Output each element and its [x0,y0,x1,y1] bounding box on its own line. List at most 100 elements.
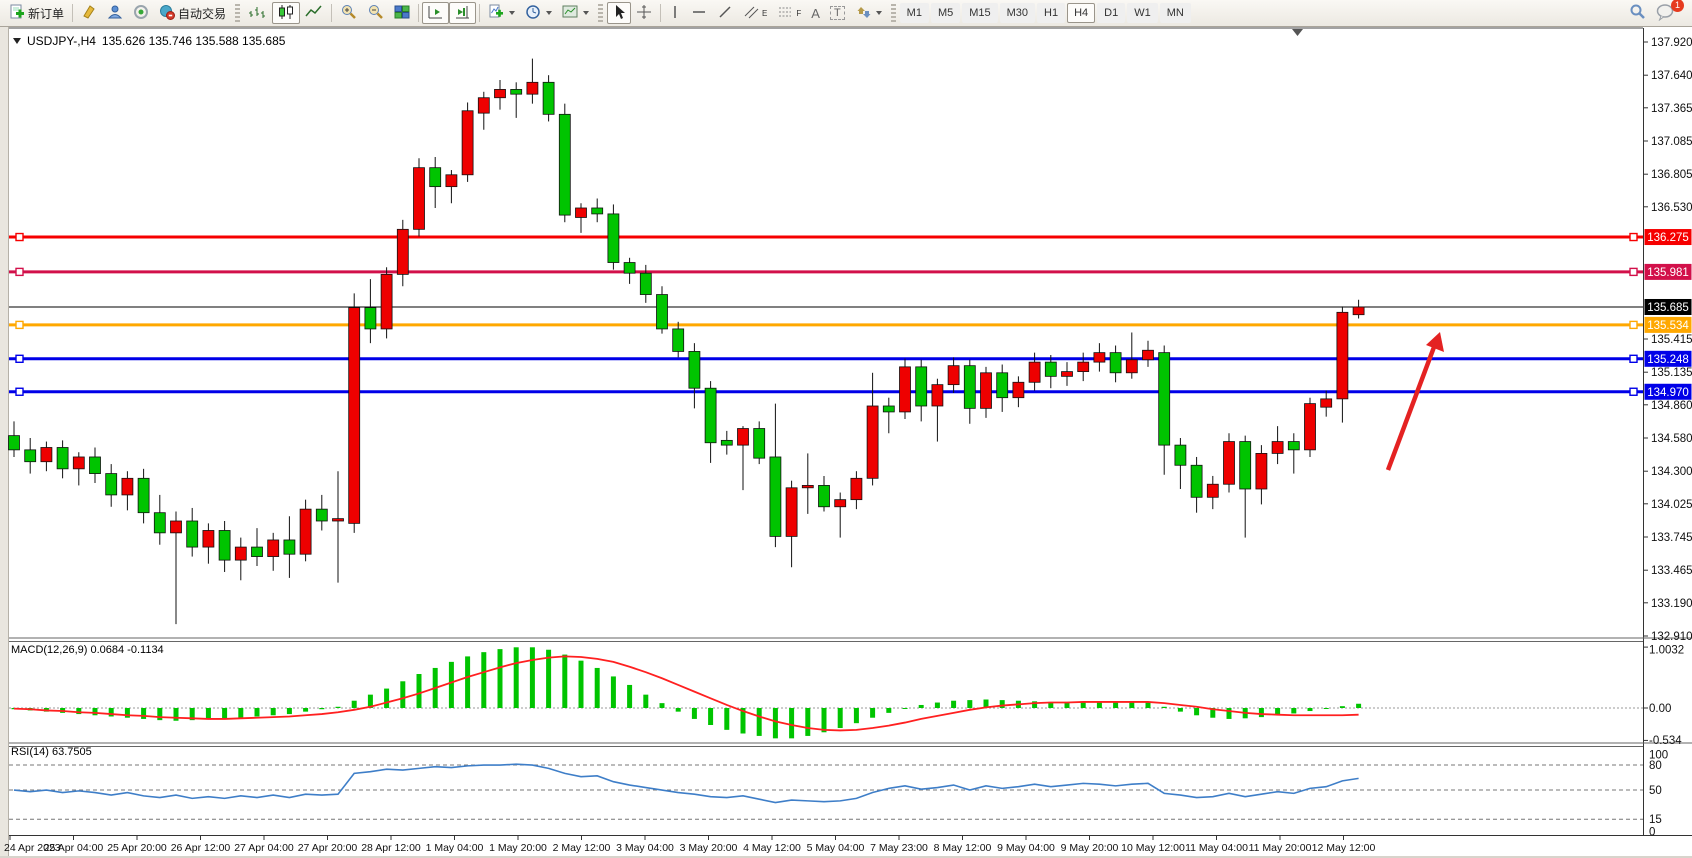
text-button[interactable]: A [806,2,825,24]
candle-body [785,487,798,537]
svg-text:134.580: 134.580 [1651,433,1692,445]
chart-canvas[interactable]: 137.920 137.640 137.365 137.085 136.805 136.5… [0,27,1692,858]
arrows-button[interactable] [850,2,887,24]
candle-body [40,447,53,463]
candlestick-chart-button[interactable] [272,2,301,24]
candle-body [105,473,118,496]
macd-bar [384,688,390,708]
macd-bar [1307,708,1313,712]
macd-bar [286,708,292,715]
macd-bar [351,700,357,708]
macd-bar [1356,703,1362,708]
macd-bar [756,708,762,736]
candle-body [89,456,101,474]
candle-body [1287,441,1300,451]
macd-bar [529,647,535,708]
macd-bar [1323,708,1329,709]
macd-bar [222,708,228,719]
rsi-line [13,763,1359,804]
svg-text:132.910: 132.910 [1651,631,1692,643]
timeframe-m15-button[interactable]: M15 [962,3,998,23]
candle-body [1109,352,1122,374]
price-axis: 137.920 137.640 137.365 137.085 136.805 136.5… [1643,37,1692,643]
periods-button[interactable] [520,2,557,24]
crosshair-button[interactable] [631,2,657,24]
timeframe-w1-button[interactable]: W1 [1127,3,1158,23]
candle-body [963,365,976,409]
collapse-triangle-icon[interactable] [13,38,21,44]
zoom-out-button[interactable] [362,2,389,24]
svg-text:137.365: 137.365 [1651,103,1692,115]
svg-text:1 May 20:00: 1 May 20:00 [489,842,547,854]
axis-price-flag [1644,229,1692,246]
profile-button[interactable] [102,2,128,24]
chat-button[interactable]: 1 [1651,0,1684,24]
candle-body [153,512,166,534]
timeframe-m30-button[interactable]: M30 [999,3,1036,23]
horizontal-line-button[interactable] [686,2,712,24]
svg-text:135.248: 135.248 [1647,354,1689,366]
zoom-in-button[interactable] [335,2,362,24]
equidistant-channel-button[interactable]: E [738,2,772,24]
styler-button[interactable] [76,2,102,24]
text-label-button[interactable]: T [825,2,850,24]
macd-bar [951,700,957,708]
svg-text:0.00: 0.00 [1649,703,1671,715]
profile-icon [107,4,123,23]
svg-text:11 May 04:00: 11 May 04:00 [1185,842,1248,854]
timeframe-m5-button[interactable]: M5 [930,3,961,23]
macd-bar [497,649,503,708]
cursor-button[interactable] [607,2,632,24]
macd-bar [740,708,746,734]
timeframe-h1-button[interactable]: H1 [1037,3,1066,23]
macd-bar [173,708,179,721]
bar-chart-button[interactable] [244,2,272,24]
auto-trading-button[interactable]: 自动交易 [154,2,231,24]
candle-body [234,546,247,561]
candle-body [24,449,37,463]
templates-button[interactable] [557,2,594,24]
macd-bar [270,708,276,716]
candle-body [915,366,928,407]
separator [418,4,420,22]
chart-title: USDJPY-,H4 135.626 135.746 135.588 135.6… [13,34,285,48]
indicators-button[interactable] [483,2,520,24]
line-handle [15,387,24,396]
tile-windows-button[interactable] [389,2,415,24]
chart-shift-button[interactable] [449,2,477,24]
toolbar-grip [235,4,241,22]
candle-body [477,97,490,114]
vertical-line-button[interactable] [664,2,686,24]
timeframe-h4-button[interactable]: H4 [1067,3,1096,23]
macd-bar [1258,708,1264,718]
search-icon [1628,3,1646,24]
auto-scroll-button[interactable] [422,2,450,24]
candle-body [380,273,393,330]
candle-body [737,428,749,446]
candle-body [834,499,847,508]
new-order-button[interactable]: 新订单 [4,2,69,24]
candle-body [332,518,344,522]
timeframe-d1-button[interactable]: D1 [1097,3,1126,23]
fibonacci-button[interactable]: F [772,2,806,24]
svg-text:28 Apr 12:00: 28 Apr 12:00 [361,842,421,854]
macd-bar [1064,701,1070,708]
svg-text:12 May 12:00: 12 May 12:00 [1312,842,1376,854]
styler-icon [81,4,97,23]
macd-bar [1194,708,1200,716]
line-chart-icon [305,4,323,23]
candle-body [1352,306,1365,316]
toolbar-grip [598,4,604,22]
dropdown-arrow-icon [875,11,882,15]
signals-button[interactable] [128,2,154,24]
line-chart-button[interactable] [300,2,328,24]
bar-chart-icon [249,4,267,23]
macd-bar [659,703,665,708]
timeframe-mn-button[interactable]: MN [1159,3,1191,23]
candle-body [1077,361,1090,373]
timeframe-m1-button[interactable]: M1 [899,3,929,23]
search-button[interactable] [1623,2,1651,24]
svg-text:133.745: 133.745 [1651,532,1692,544]
trendline-button[interactable] [712,2,738,24]
